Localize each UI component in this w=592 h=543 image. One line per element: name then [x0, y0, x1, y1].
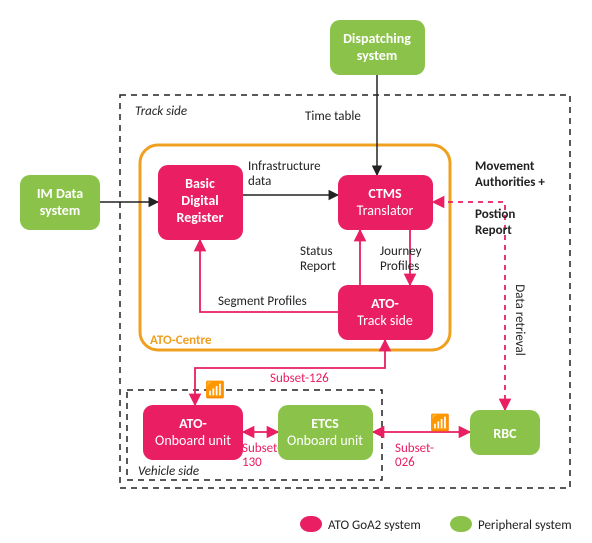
label-ma1: Movement — [475, 159, 535, 174]
svg-text:Track side: Track side — [357, 312, 413, 329]
node-ato-trackside: ATO- Track side — [338, 285, 433, 340]
edge-label-status2: Report — [300, 259, 337, 274]
edge-label-subset130a: Subset- — [242, 441, 281, 456]
node-ctms: CTMS Translator — [338, 175, 433, 230]
label-pr2: Report — [475, 223, 512, 238]
edge-label-status1: Status — [300, 244, 333, 259]
svg-text:Dispatching: Dispatching — [343, 30, 411, 47]
node-rbc: RBC — [470, 410, 540, 455]
edge-label-timetable: Time table — [305, 109, 361, 124]
edge-label-subset026b: 026 — [395, 455, 415, 470]
svg-text:ATO-: ATO- — [179, 415, 207, 432]
legend-pink-label: ATO GoA2 system — [328, 518, 421, 533]
svg-text:IM Data: IM Data — [37, 185, 83, 202]
node-etcs: ETCS Onboard unit — [278, 405, 373, 460]
svg-text:Basic: Basic — [185, 175, 215, 192]
label-pr1: Postion — [475, 207, 515, 222]
legend: ATO GoA2 system Peripheral system — [300, 516, 572, 533]
edge-label-journey2: Profiles — [380, 259, 419, 274]
ato-centre-label: ATO-Centre — [150, 333, 212, 348]
node-ato-onboard: ATO- Onboard unit — [143, 405, 243, 460]
node-bdr: Basic Digital Register — [158, 165, 243, 240]
vehicle-label: Vehicle side — [138, 464, 199, 479]
svg-text:CTMS: CTMS — [368, 185, 402, 202]
label-ma2: Authorities + — [475, 175, 545, 190]
svg-text:Translator: Translator — [357, 202, 414, 219]
svg-text:system: system — [357, 47, 397, 64]
svg-text:Digital: Digital — [181, 192, 218, 209]
svg-text:RBC: RBC — [493, 425, 517, 442]
svg-text:Onboard unit: Onboard unit — [155, 432, 231, 449]
svg-text:system: system — [40, 202, 80, 219]
trackside-label: Track side — [135, 104, 187, 119]
edge-label-infra2: data — [248, 174, 271, 189]
edge-label-infra1: Infrastructure — [248, 159, 321, 174]
svg-text:Register: Register — [177, 209, 224, 226]
edge-label-subset130b: 130 — [242, 455, 262, 470]
node-dispatching: Dispatching system — [330, 20, 425, 75]
wifi-icon: 📶 — [205, 380, 225, 400]
svg-text:ETCS: ETCS — [311, 415, 339, 432]
edge-label-subset126: Subset-126 — [270, 371, 329, 386]
node-im-data: IM Data system — [20, 175, 100, 230]
edge-label-data-retrieval: Data retrieval — [512, 284, 527, 355]
svg-text:ATO-: ATO- — [371, 295, 399, 312]
edge-label-subset026a: Subset- — [395, 441, 434, 456]
architecture-diagram: Track side ATO-Centre Vehicle side Time … — [0, 0, 592, 543]
legend-green-label: Peripheral system — [478, 518, 572, 533]
edge-label-segment: Segment Profiles — [218, 294, 307, 309]
svg-text:Onboard unit: Onboard unit — [287, 432, 363, 449]
edge-label-journey1: Journey — [380, 244, 422, 259]
wifi-icon: 📶 — [430, 413, 450, 433]
